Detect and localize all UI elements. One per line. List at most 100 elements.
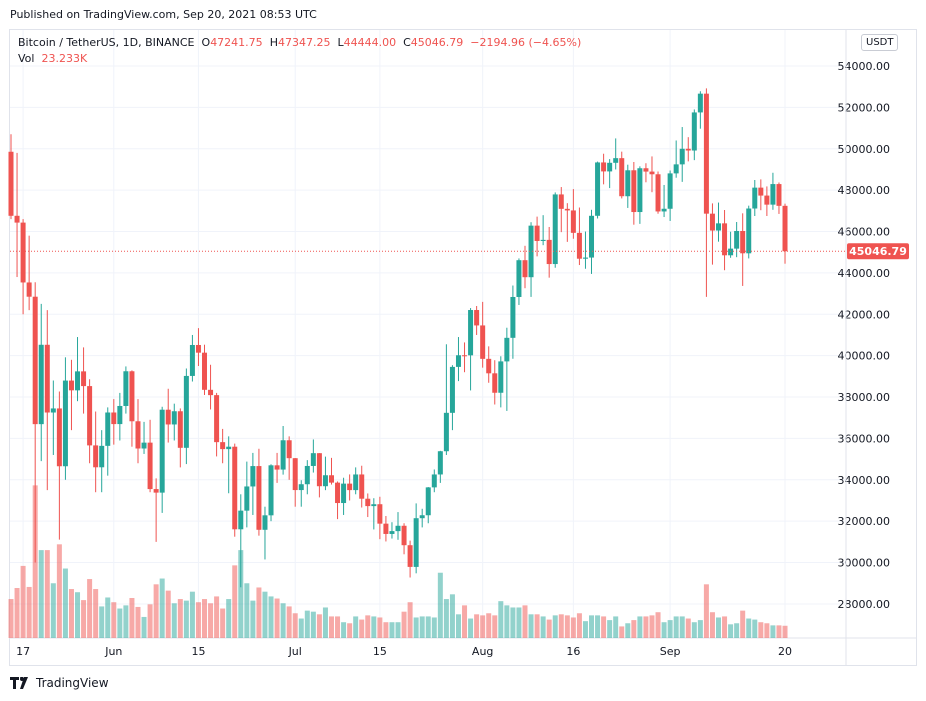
candle-body	[673, 164, 679, 174]
volume-bar	[165, 590, 171, 638]
tradingview-logo[interactable]: TradingView	[10, 676, 109, 690]
candle-body	[244, 486, 250, 511]
volume-bar	[304, 610, 310, 638]
candle-body	[250, 466, 256, 487]
volume-bar	[87, 579, 93, 638]
close-label: C	[403, 36, 411, 49]
candle-body	[413, 518, 419, 567]
volume-bar	[68, 589, 74, 638]
volume-bar	[56, 544, 62, 638]
symbol-title[interactable]: Bitcoin / TetherUS, 1D, BINANCE	[18, 36, 195, 49]
volume-bar	[691, 622, 697, 638]
candle-body	[703, 93, 709, 214]
volume-bar	[274, 598, 280, 638]
candle-body	[62, 380, 68, 467]
volume-bar	[510, 607, 516, 638]
time-tick-label: Jul	[288, 645, 302, 658]
candle-body	[8, 151, 14, 216]
candle-body	[468, 310, 474, 356]
volume-bar	[141, 616, 147, 638]
candle-body	[510, 296, 516, 338]
candle-body	[558, 194, 564, 209]
candle-body	[667, 173, 673, 209]
price-tick-label: 32000.00	[838, 515, 891, 528]
volume-bar	[679, 616, 685, 638]
volume-bar	[734, 623, 740, 638]
volume-bar	[595, 615, 601, 638]
price-tick-label: 36000.00	[838, 432, 891, 445]
volume-bar	[123, 605, 129, 638]
brand-name: TradingView	[36, 676, 109, 690]
volume-bar	[129, 598, 135, 638]
volume-bar	[576, 613, 582, 638]
volume-bar	[607, 620, 613, 638]
volume-bar	[93, 589, 99, 638]
candle-body	[50, 408, 56, 413]
volume-bar	[776, 625, 782, 638]
time-tick-label: 16	[566, 645, 580, 658]
volume-bar	[474, 614, 480, 638]
volume-bar	[637, 616, 643, 638]
candle-body	[516, 260, 522, 297]
candle-body	[685, 148, 691, 151]
volume-bar	[540, 616, 546, 638]
candle-body	[286, 440, 292, 459]
volume-bar	[534, 614, 540, 638]
volume-bar	[746, 618, 752, 638]
candle-body	[147, 442, 153, 490]
candle-body	[171, 411, 177, 425]
volume-bar	[226, 599, 232, 638]
volume-bar	[105, 597, 111, 638]
candle-body	[226, 446, 232, 450]
volume-bar	[431, 617, 437, 638]
candle-body	[528, 225, 534, 278]
candle-body	[316, 453, 322, 487]
volume-bar	[99, 606, 105, 638]
candle-body	[758, 187, 764, 196]
volume-bar	[625, 623, 631, 638]
candle-body	[268, 465, 274, 516]
currency-button[interactable]: USDT	[861, 34, 899, 51]
candle-body	[722, 223, 728, 256]
candle-body	[202, 352, 208, 390]
candle-body	[776, 184, 782, 206]
candle-body	[637, 168, 643, 213]
volume-bar	[147, 604, 153, 638]
volume-bar	[202, 599, 208, 638]
candle-body	[546, 239, 552, 265]
volume-bar	[552, 615, 558, 638]
candle-body	[220, 442, 226, 450]
volume-bar	[280, 603, 286, 638]
volume-bar	[62, 568, 68, 638]
candle-body	[304, 465, 310, 485]
volume-bar	[81, 600, 87, 638]
price-tick-label: 38000.00	[838, 391, 891, 404]
volume-value: 23.233K	[41, 52, 88, 65]
candle-body	[141, 442, 147, 449]
candle-body	[613, 158, 619, 163]
candle-body	[153, 489, 159, 493]
volume-bar	[697, 620, 703, 638]
volume-bar	[208, 603, 214, 638]
volume-bar	[14, 588, 20, 638]
candle-body	[643, 168, 649, 172]
volume-bar	[177, 599, 183, 638]
low-label: L	[337, 36, 344, 49]
volume-bar	[685, 618, 691, 638]
volume-label: Vol	[18, 52, 35, 65]
candle-body	[655, 174, 661, 212]
candle-body	[26, 282, 32, 297]
volume-bar	[401, 611, 407, 638]
volume-bar	[643, 616, 649, 638]
price-tick-label: 42000.00	[838, 308, 891, 321]
volume-bar	[673, 616, 679, 638]
volume-bar	[195, 602, 201, 638]
candle-body	[419, 515, 425, 519]
candle-body	[389, 531, 395, 534]
chart-frame	[9, 29, 917, 666]
candle-body	[752, 187, 758, 209]
volume-bar	[159, 578, 165, 638]
candle-body	[449, 366, 455, 413]
candle-body	[189, 344, 195, 376]
